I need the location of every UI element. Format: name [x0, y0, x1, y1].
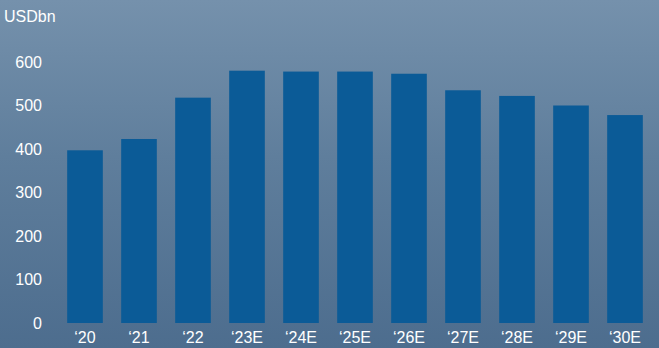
x-tick-label: ‘22 [182, 329, 203, 346]
bar [337, 72, 373, 323]
y-tick-label: 300 [15, 184, 42, 201]
bar [175, 98, 211, 323]
bar [553, 106, 589, 324]
x-tick-label: ‘25E [339, 329, 371, 346]
bar [499, 96, 535, 323]
bar [391, 74, 427, 323]
x-tick-label: ‘23E [231, 329, 263, 346]
x-tick-label: ‘20 [74, 329, 95, 346]
y-tick-label: 100 [15, 271, 42, 288]
y-label: USDbn [4, 8, 56, 25]
page: {"chart_data": {"type": "bar", "y_label"… [0, 0, 659, 348]
x-tick-label: ‘30E [609, 329, 641, 346]
y-tick-label: 400 [15, 141, 42, 158]
y-tick [54, 323, 58, 324]
y-tick [54, 279, 58, 280]
y-tick-label: 200 [15, 228, 42, 245]
x-tick-label: ‘21 [128, 329, 149, 346]
x-tick-label: ‘24E [285, 329, 317, 346]
x-tick-label: ‘29E [555, 329, 587, 346]
y-tick [54, 192, 58, 193]
bar [121, 139, 157, 323]
y-tick [54, 105, 58, 106]
y-tick [54, 62, 58, 63]
chart: USDbn 0 100 200 300 400 500 600 ‘20 ‘21 ‘22 ‘23E ‘24… [0, 0, 659, 348]
bar [67, 150, 103, 323]
bar [283, 72, 319, 323]
y-tick-label: 600 [15, 54, 42, 71]
bar [229, 71, 265, 323]
y-tick-label: 500 [15, 97, 42, 114]
bar [445, 90, 481, 323]
x-tick-label: ‘26E [393, 329, 425, 346]
bar [607, 115, 643, 323]
x-tick-label: ‘27E [447, 329, 479, 346]
x-tick-label: ‘28E [501, 329, 533, 346]
y-tick-label: 0 [33, 315, 42, 332]
y-tick [54, 149, 58, 150]
y-tick [54, 236, 58, 237]
